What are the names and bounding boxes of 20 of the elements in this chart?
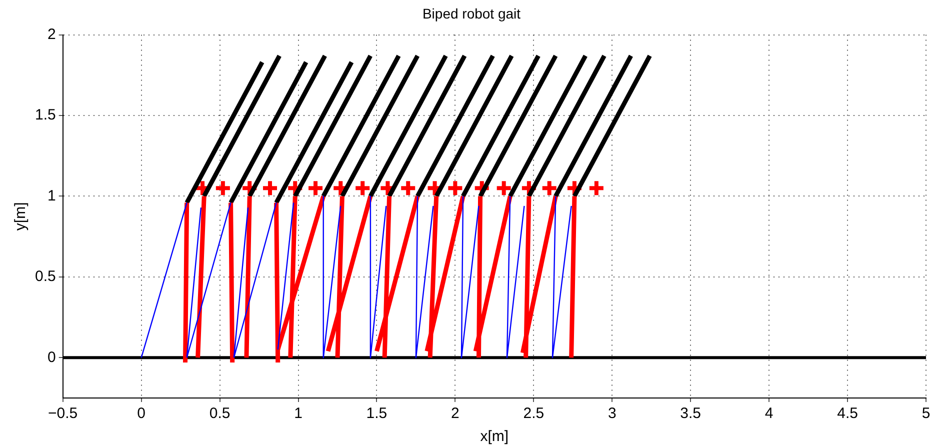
x-tick-label: 2 [451,405,460,422]
x-tick-label: 5 [922,405,930,422]
y-tick-label: 1 [48,187,56,204]
y-tick-label: 1.5 [34,106,56,124]
y-tick-label: 0 [48,348,56,366]
y-axis-title: y[m] [12,202,30,231]
x-tick-label: 1.5 [366,405,388,422]
x-tick-label: −0.5 [48,405,78,422]
x-axis-title: x[m] [480,428,509,446]
y-tick-label: 2 [48,26,56,43]
chart-title: Biped robot gait [422,5,521,22]
x-tick-label: 2.5 [523,405,544,422]
x-tick-label: 3 [608,405,616,422]
y-tick-label: 0.5 [34,268,56,286]
x-tick-label: 0.5 [209,405,230,422]
x-tick-label: 4 [764,405,774,422]
x-tick-label: 0 [137,405,146,422]
x-tick-label: 1 [294,405,302,422]
x-tick-label: 3.5 [680,405,702,422]
x-tick-label: 4.5 [837,405,858,422]
